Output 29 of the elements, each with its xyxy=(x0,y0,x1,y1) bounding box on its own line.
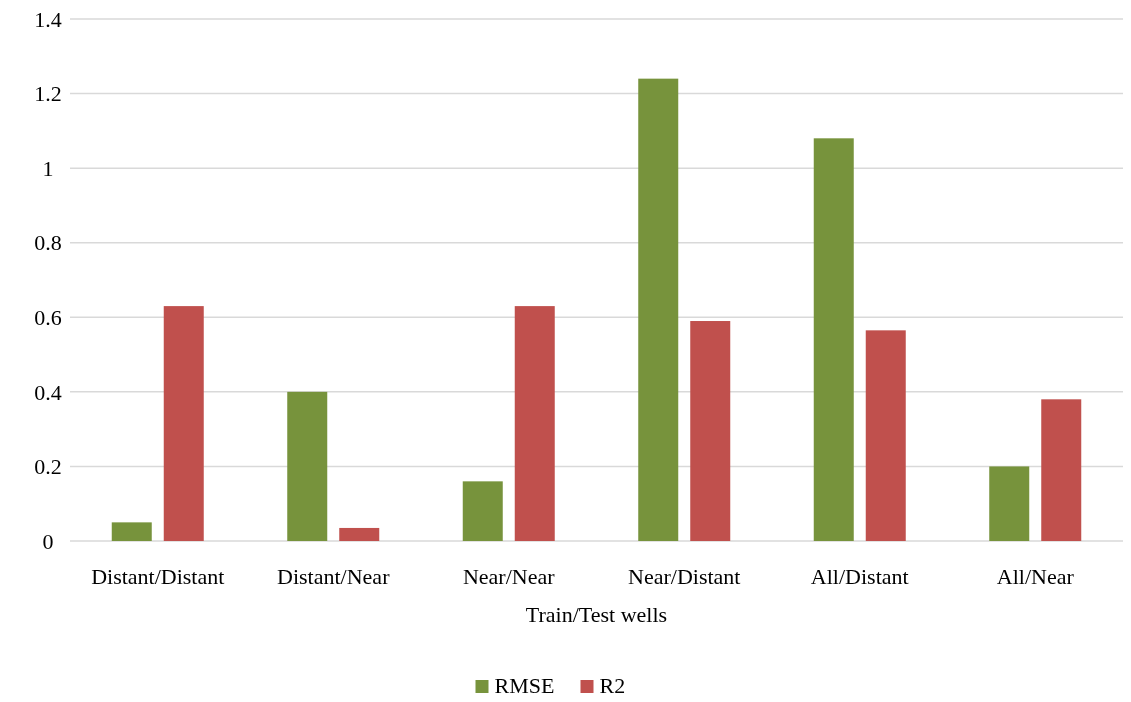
bar xyxy=(287,391,328,541)
x-tick-label: Distant/Near xyxy=(277,564,391,589)
y-tick-label: 0.6 xyxy=(34,304,62,330)
bar xyxy=(339,527,380,541)
bar xyxy=(690,321,731,541)
legend-label: RMSE xyxy=(494,673,555,698)
y-tick-label: 1 xyxy=(42,155,54,181)
y-tick-label: 0.2 xyxy=(34,454,62,480)
bar xyxy=(813,138,854,541)
bar xyxy=(1041,399,1082,541)
bar xyxy=(462,481,503,541)
x-tick-label: Distant/Distant xyxy=(91,564,225,589)
bar xyxy=(989,466,1030,541)
y-tick-label: 1.2 xyxy=(34,81,62,107)
legend-label: R2 xyxy=(599,673,626,698)
bar xyxy=(163,306,204,541)
bar xyxy=(638,78,679,541)
y-tick-label: 0 xyxy=(42,528,54,554)
x-tick-label: All/Distant xyxy=(810,564,909,589)
bar xyxy=(514,306,555,541)
y-tick-label: 1.4 xyxy=(34,6,62,32)
x-axis-title: Train/Test wells xyxy=(525,602,668,627)
bar xyxy=(111,522,152,541)
x-tick-label: All/Near xyxy=(996,564,1075,589)
x-tick-label: Near/Near xyxy=(462,564,556,589)
x-tick-label: Near/Distant xyxy=(628,564,741,589)
y-tick-label: 0.8 xyxy=(34,230,62,256)
y-tick-label: 0.4 xyxy=(34,379,62,405)
bar xyxy=(865,330,906,541)
